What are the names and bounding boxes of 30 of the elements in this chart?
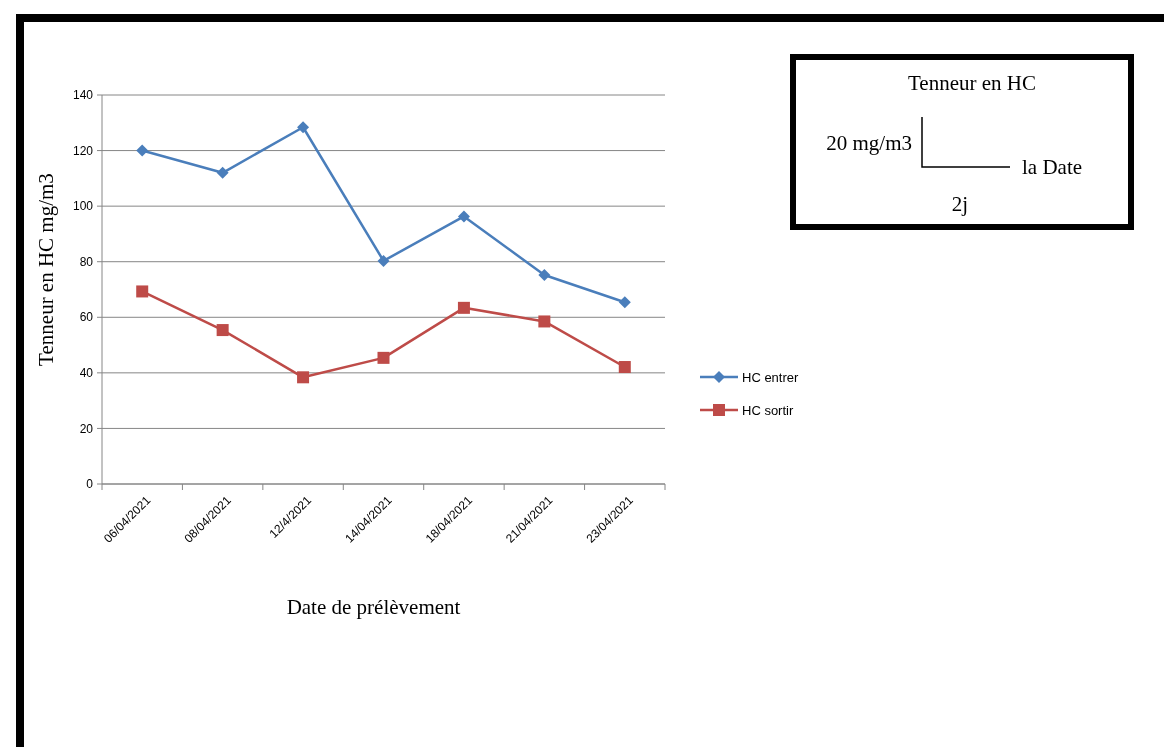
point — [136, 144, 149, 157]
point — [377, 254, 390, 267]
legend-label: HC sortir — [742, 402, 794, 418]
text: 2j — [951, 192, 969, 216]
y-tick-label: 40 — [79, 366, 94, 381]
point — [377, 351, 390, 364]
point — [618, 361, 631, 374]
point — [216, 166, 229, 179]
text: 20 mg/m3 — [826, 131, 912, 155]
point — [216, 324, 229, 337]
point — [618, 296, 631, 309]
text: Tenneur en HC — [908, 71, 1036, 95]
y-tick-label: 0 — [86, 477, 94, 492]
point — [457, 210, 470, 223]
x-axis-title: Date de prélèvement — [286, 595, 461, 619]
point — [136, 285, 149, 298]
y-tick-label: 120 — [72, 143, 94, 158]
point — [297, 121, 310, 134]
y-tick-label: 80 — [79, 254, 94, 269]
point — [538, 269, 551, 282]
legend-label: HC entrer — [742, 369, 800, 385]
y-tick-label: 20 — [79, 421, 94, 436]
text: la Date — [1022, 155, 1083, 179]
y-tick-label: 100 — [72, 199, 94, 214]
point — [457, 301, 470, 314]
y-axis-title: Tenneur en HC mg/m3 — [34, 173, 58, 366]
point — [538, 315, 551, 328]
point — [297, 371, 310, 384]
y-tick-label: 140 — [72, 88, 94, 103]
y-tick-label: 60 — [79, 310, 94, 325]
